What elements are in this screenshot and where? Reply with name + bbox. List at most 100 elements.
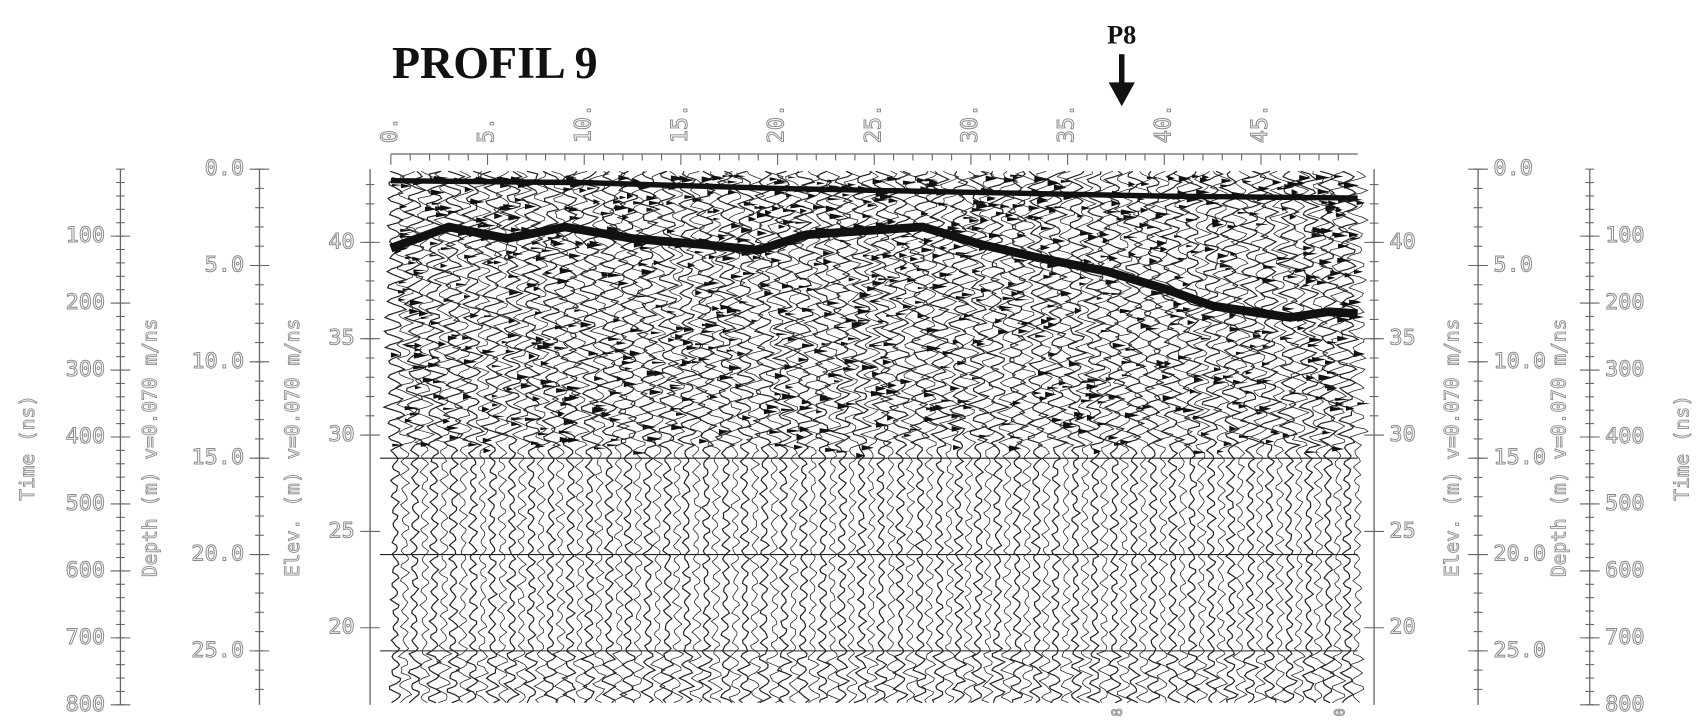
wavelet <box>900 265 908 271</box>
wavelet <box>840 226 848 229</box>
wavelet <box>1136 363 1146 367</box>
wavelet <box>1120 209 1136 215</box>
wavelet <box>778 224 786 229</box>
wavelet <box>517 374 531 380</box>
wavelet <box>711 175 722 179</box>
wavelet <box>776 332 789 336</box>
y-tick-label: 40 <box>328 229 354 254</box>
wavelet <box>1295 267 1307 274</box>
wavelet <box>752 255 761 260</box>
wavelet <box>692 197 705 203</box>
wavelet <box>896 297 904 300</box>
wavelet <box>1315 174 1331 181</box>
wavelet <box>812 205 826 210</box>
wavelet <box>681 359 694 366</box>
wavelet <box>896 241 911 246</box>
wavelet <box>754 206 767 210</box>
marker-label: P8 <box>1107 20 1136 49</box>
wavelet <box>400 232 411 237</box>
wavelet <box>712 305 720 312</box>
wavelet <box>1200 337 1212 340</box>
y-tick-label: 700 <box>1605 625 1645 650</box>
wavelet <box>1123 235 1139 239</box>
wavelet <box>1306 374 1315 382</box>
wavelet <box>1076 414 1085 421</box>
wavelet <box>1079 282 1088 286</box>
wavelet <box>1280 336 1294 341</box>
trace <box>413 170 437 703</box>
wavelet <box>435 212 450 218</box>
trace <box>1306 171 1330 703</box>
x-tick-label: 20. <box>765 104 790 143</box>
y-tick-label: 30 <box>1389 422 1415 447</box>
wavelet <box>929 179 939 184</box>
trace <box>1112 170 1137 703</box>
trace <box>1286 170 1311 703</box>
wavelet <box>1001 422 1017 426</box>
wavelet <box>874 197 889 202</box>
wavelet <box>443 407 456 411</box>
wavelet <box>675 412 686 417</box>
wavelet <box>1327 275 1336 280</box>
wavelet <box>904 433 912 438</box>
wavelet <box>535 311 544 315</box>
wavelet <box>1139 222 1150 229</box>
trace <box>421 170 447 704</box>
wavelet <box>1291 189 1299 196</box>
wavelet <box>390 352 400 358</box>
wavelet <box>1034 216 1045 221</box>
wavelet <box>886 314 899 317</box>
wavelet <box>545 271 554 275</box>
wavelet <box>960 254 976 258</box>
wavelet <box>795 221 810 224</box>
wavelet <box>808 193 818 199</box>
wavelet <box>1048 207 1058 214</box>
wavelet <box>774 372 787 380</box>
y-tick-label: 500 <box>66 491 106 516</box>
wavelet <box>1010 436 1023 439</box>
wavelet <box>508 318 516 324</box>
wavelet <box>669 384 683 387</box>
wavelet <box>600 211 613 216</box>
wavelet <box>953 243 962 250</box>
wavelet <box>728 365 743 371</box>
wavelet <box>957 360 967 366</box>
wavelet <box>955 295 967 300</box>
wavelet <box>973 174 983 178</box>
wavelet <box>707 210 716 214</box>
wavelet <box>1054 206 1067 209</box>
wavelet <box>1249 344 1257 348</box>
wavelet <box>1245 370 1253 375</box>
wavelet <box>1080 399 1095 403</box>
wavelet <box>668 337 676 343</box>
wavelet <box>737 351 746 357</box>
y-axis-title: Elev. (m) v=0.070 m/ns <box>1440 319 1463 577</box>
wavelet <box>564 396 576 402</box>
wavelet <box>1225 267 1234 271</box>
wavelet <box>772 205 781 212</box>
wavelet <box>1344 272 1353 278</box>
wavelet <box>1335 397 1350 401</box>
y-tick-label: 0.0 <box>205 156 245 181</box>
wavelet <box>882 253 895 259</box>
wavelet <box>698 357 711 362</box>
wavelet <box>926 183 941 188</box>
wavelet <box>719 374 735 381</box>
wavelet <box>652 361 667 364</box>
wavelet <box>963 216 979 220</box>
wavelet <box>1234 381 1249 384</box>
trace <box>675 171 700 704</box>
wavelet <box>1222 375 1235 379</box>
wavelet <box>430 320 442 326</box>
wavelet <box>1107 210 1122 214</box>
wavelet <box>741 252 754 257</box>
wavelet <box>540 427 550 431</box>
wavelet <box>1204 246 1216 253</box>
wavelet <box>799 277 809 280</box>
wavelet <box>1202 315 1212 322</box>
wavelet <box>1086 414 1096 421</box>
wavelet <box>1254 330 1264 333</box>
wavelet <box>1170 313 1180 319</box>
x-tick-label: 30. <box>958 104 983 143</box>
wavelet <box>666 228 676 234</box>
